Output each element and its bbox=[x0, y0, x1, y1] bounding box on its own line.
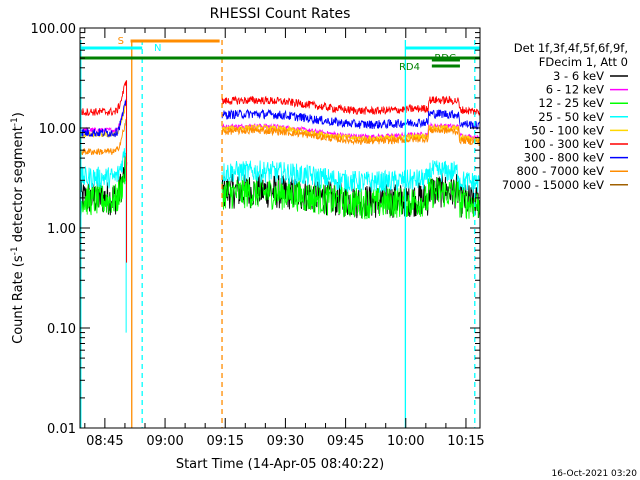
y-axis-label: Count Rate (s-1 detector segment-1) bbox=[10, 112, 26, 344]
y-axis-label-sup: -1 bbox=[10, 246, 20, 255]
series-line-post-4 bbox=[221, 160, 480, 193]
legend-label-6: 100 - 300 keV bbox=[524, 137, 604, 151]
series-line-pre-3 bbox=[79, 156, 128, 216]
legend-label-5: 50 - 100 keV bbox=[531, 123, 604, 137]
legend-label-9: 7000 - 15000 keV bbox=[502, 178, 604, 192]
plot-frame bbox=[79, 27, 481, 429]
x-tick-label-2: 09:15 bbox=[207, 434, 244, 449]
x-tick-label-3: 09:30 bbox=[267, 434, 304, 449]
legend-header-2: FDecim 1, Att 0 bbox=[539, 55, 628, 69]
y-axis-label-main: Count Rate (s bbox=[11, 255, 26, 344]
x-tick-label-1: 09:00 bbox=[146, 434, 183, 449]
series-line-post-2 bbox=[221, 122, 480, 142]
legend-label-7: 300 - 800 keV bbox=[524, 151, 604, 165]
legend-label-3: 12 - 25 keV bbox=[538, 96, 604, 110]
flag-label-rdc: RDC bbox=[434, 53, 456, 64]
series-line-post-3 bbox=[221, 176, 481, 220]
y-tick-label-1: 0.10 bbox=[47, 322, 76, 337]
vertical-markers bbox=[80, 40, 476, 428]
series-line-post-5 bbox=[221, 123, 480, 143]
y-axis-label-rest: detector segment bbox=[11, 126, 26, 246]
flag-label-s: S bbox=[118, 36, 124, 47]
footer-timestamp: 16-Oct-2021 03:20 bbox=[552, 469, 638, 479]
axes-ticks: 0.01 0.10 1.00 10.00 100.00 08:45 09:00 09:15 09… bbox=[31, 22, 485, 449]
series-line-post-7 bbox=[221, 108, 480, 130]
series-line-pre-6 bbox=[79, 80, 128, 117]
x-tick-label-5: 10:00 bbox=[387, 434, 424, 449]
flag-bars: S N RDC RD4 bbox=[80, 36, 480, 73]
legend-label-1: 3 - 6 keV bbox=[553, 69, 604, 83]
legend-header-1: Det 1f,3f,4f,5f,6f,9f, bbox=[514, 41, 628, 55]
x-axis-label: Start Time (14-Apr-05 08:40:22) bbox=[176, 457, 384, 472]
x-tick-label-4: 09:45 bbox=[327, 434, 364, 449]
series-line-post-8 bbox=[221, 125, 481, 147]
flag-label-n: N bbox=[154, 43, 161, 54]
series-line-pre-2 bbox=[79, 96, 128, 135]
y-axis-label-end: ) bbox=[11, 112, 26, 117]
plot-data-layer bbox=[79, 80, 481, 333]
chart-title: RHESSI Count Rates bbox=[210, 6, 351, 22]
y-tick-label-4: 100.00 bbox=[31, 22, 77, 37]
legend-label-4: 25 - 50 keV bbox=[538, 110, 604, 124]
y-axis-label-sup2: -1 bbox=[10, 117, 20, 126]
y-tick-label-2: 1.00 bbox=[47, 222, 76, 237]
y-tick-label-3: 10.00 bbox=[39, 122, 76, 137]
y-tick-label-0: 0.01 bbox=[47, 422, 76, 437]
legend-label-8: 800 - 7000 keV bbox=[516, 164, 604, 178]
legend: Det 1f,3f,4f,5f,6f,9f,FDecim 1, Att 03 -… bbox=[502, 41, 628, 192]
flag-label-rd4: RD4 bbox=[399, 62, 420, 73]
series-line-pre-8 bbox=[79, 116, 128, 156]
series-line-pre-4 bbox=[79, 145, 128, 189]
x-tick-label-0: 08:45 bbox=[86, 434, 123, 449]
legend-label-2: 6 - 12 keV bbox=[546, 83, 604, 97]
series-line-pre-7 bbox=[79, 99, 128, 138]
series-line-post-6 bbox=[221, 95, 481, 117]
x-tick-label-6: 10:15 bbox=[447, 434, 484, 449]
